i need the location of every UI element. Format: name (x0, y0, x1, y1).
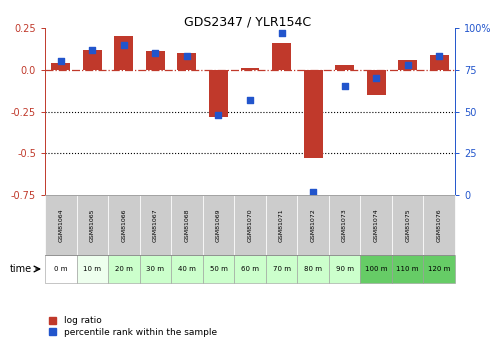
Bar (329, 255, 361, 283)
Bar (234, 255, 266, 283)
Text: GSM81069: GSM81069 (216, 208, 221, 242)
Text: GSM81070: GSM81070 (248, 208, 252, 242)
Point (309, 189, 317, 195)
Point (120, 42, 128, 48)
Bar (139, 255, 171, 283)
Bar (392, 255, 424, 283)
Legend: log ratio, percentile rank within the sample: log ratio, percentile rank within the sa… (49, 316, 217, 337)
Text: GSM81065: GSM81065 (90, 208, 95, 242)
Point (372, 75, 380, 81)
Bar (361, 255, 392, 283)
Point (435, 53, 443, 59)
Bar (266, 195, 297, 255)
Bar (45, 195, 76, 255)
Text: 30 m: 30 m (146, 266, 164, 272)
Bar (272, 43, 291, 70)
Point (88, 47, 96, 52)
Bar (209, 70, 228, 117)
Text: GSM81064: GSM81064 (58, 208, 63, 242)
Bar (139, 195, 171, 255)
Text: GSM81071: GSM81071 (279, 208, 284, 242)
Bar (234, 195, 266, 255)
Text: GSM81074: GSM81074 (373, 208, 378, 242)
Bar (367, 70, 385, 95)
Text: GSM81076: GSM81076 (437, 208, 442, 242)
Bar (335, 65, 354, 70)
Bar (297, 195, 329, 255)
Bar (108, 255, 139, 283)
Bar (83, 50, 102, 70)
Bar (304, 70, 322, 158)
Text: 100 m: 100 m (365, 266, 387, 272)
Bar (241, 68, 259, 70)
Text: GSM81068: GSM81068 (185, 208, 189, 242)
Text: GSM81067: GSM81067 (153, 208, 158, 242)
Point (341, 84, 349, 89)
Text: 10 m: 10 m (83, 266, 101, 272)
Bar (108, 195, 139, 255)
Text: time: time (10, 264, 32, 274)
Point (151, 50, 159, 56)
Text: 70 m: 70 m (272, 266, 291, 272)
Bar (424, 255, 455, 283)
Bar (392, 195, 424, 255)
Point (246, 97, 254, 102)
Text: 110 m: 110 m (396, 266, 419, 272)
Text: GSM81075: GSM81075 (405, 208, 410, 242)
Point (57, 59, 65, 64)
Bar (51, 63, 70, 70)
Point (214, 112, 222, 118)
Bar (266, 255, 297, 283)
Text: 20 m: 20 m (115, 266, 133, 272)
Text: 90 m: 90 m (336, 266, 354, 272)
Text: 60 m: 60 m (241, 266, 259, 272)
Text: GSM81073: GSM81073 (342, 208, 347, 242)
Bar (424, 195, 455, 255)
Text: GDS2347 / YLR154C: GDS2347 / YLR154C (185, 16, 311, 29)
Point (278, 30, 286, 36)
Text: 120 m: 120 m (428, 266, 450, 272)
Bar (76, 195, 108, 255)
Bar (297, 255, 329, 283)
Text: 50 m: 50 m (209, 266, 227, 272)
Bar (203, 195, 234, 255)
Bar (398, 60, 417, 70)
Bar (361, 195, 392, 255)
Bar (115, 36, 133, 70)
Bar (76, 255, 108, 283)
Bar (203, 255, 234, 283)
Text: 40 m: 40 m (178, 266, 196, 272)
Text: 0 m: 0 m (54, 266, 67, 272)
Bar (430, 55, 449, 70)
Bar (329, 195, 361, 255)
Point (183, 53, 191, 59)
Bar (178, 53, 196, 70)
Bar (171, 255, 203, 283)
Text: GSM81072: GSM81072 (310, 208, 315, 242)
Bar (146, 51, 165, 70)
Bar (45, 255, 76, 283)
Text: 80 m: 80 m (304, 266, 322, 272)
Bar (171, 195, 203, 255)
Point (404, 62, 412, 68)
Text: GSM81066: GSM81066 (122, 208, 126, 242)
